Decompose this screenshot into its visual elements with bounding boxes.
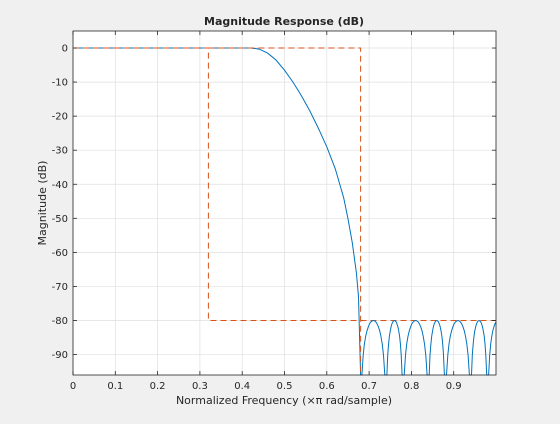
x-tick-label: 0 [70, 381, 76, 392]
x-tick-label: 0.3 [192, 381, 208, 392]
x-tick-label: 0.6 [319, 381, 335, 392]
stopband-ripple-lobe [445, 319, 471, 376]
y-tick-label: -80 [52, 316, 68, 327]
specification-mask-line [208, 47, 362, 375]
x-tick-label: 0.8 [403, 381, 419, 392]
chart-title: Magnitude Response (dB) [204, 15, 364, 28]
y-tick-label: -50 [52, 214, 68, 225]
x-tick-label: 0.7 [361, 381, 377, 392]
y-tick-label: -20 [52, 112, 68, 123]
stopband-ripple-lobe [386, 319, 403, 376]
stopband-ripple-lobe [428, 319, 446, 376]
x-tick-label: 0.1 [107, 381, 123, 392]
y-tick-label: -90 [52, 350, 68, 361]
y-ticks: 0 -10 -20 -30 -40 -50 -60 -70 -80 -90 [52, 44, 496, 361]
y-tick-label: -60 [52, 248, 68, 259]
stopband-ripple-edge [487, 321, 497, 376]
plot-area [73, 47, 497, 376]
x-ticks: 0 0.1 0.2 0.3 0.4 0.5 0.6 0.7 0.8 0.9 [70, 31, 462, 392]
x-tick-label: 0.4 [234, 381, 250, 392]
stopband-ripple-lobe [360, 319, 386, 376]
stopband-ripple-lobe [470, 319, 488, 376]
y-tick-label: -30 [52, 146, 68, 157]
x-tick-label: 0.9 [446, 381, 462, 392]
specification-mask-line [73, 47, 496, 321]
x-tick-label: 0.2 [150, 381, 166, 392]
y-tick-label: -10 [52, 78, 68, 89]
y-axis-label: Magnitude (dB) [36, 161, 49, 246]
stopband-ripple-lobe [402, 319, 429, 376]
x-tick-label: 0.5 [277, 381, 293, 392]
grid-x [72, 31, 455, 375]
magnitude-response-line [73, 47, 362, 376]
y-tick-label: -40 [52, 180, 68, 191]
y-tick-label: 0 [62, 44, 68, 55]
y-tick-label: -70 [52, 282, 68, 293]
x-axis-label: Normalized Frequency (×π rad/sample) [176, 394, 392, 407]
